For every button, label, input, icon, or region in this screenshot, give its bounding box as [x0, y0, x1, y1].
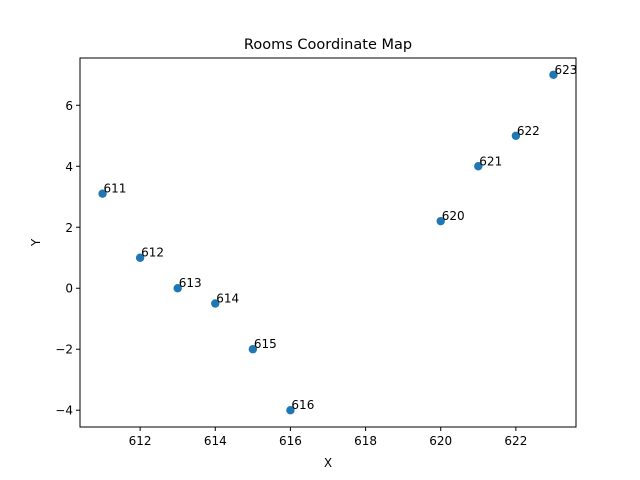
plot-area-frame: [79, 57, 577, 428]
points-layer: 611 612 613 614 615 616 620 621 622 623: [98, 63, 577, 415]
point-label: 611: [104, 182, 127, 196]
x-tick-label: 620: [429, 434, 452, 448]
data-point: [98, 189, 107, 198]
data-point: [549, 70, 558, 79]
data-point: [173, 284, 182, 293]
y-tick-label: −2: [55, 343, 73, 357]
data-point: [248, 345, 258, 354]
chart-title: Rooms Coordinate Map: [244, 37, 412, 53]
x-tick-label: 612: [129, 434, 152, 448]
y-tick-label: 6: [65, 99, 73, 113]
data-point: [474, 162, 483, 171]
x-tick-label: 618: [354, 434, 377, 448]
x-tick-label: 614: [204, 434, 227, 448]
point-label: 614: [216, 291, 239, 305]
x-tick-label: 616: [279, 434, 302, 448]
y-tick-label: 2: [65, 221, 73, 235]
x-axis-label: X: [324, 456, 332, 470]
point-label: 612: [141, 246, 164, 260]
ticks-layer: 612 614 616 618 620 622 −4 −2 0 2 4 6: [55, 99, 527, 448]
point-label: 615: [254, 337, 277, 351]
data-point: [511, 131, 521, 140]
point-label: 621: [479, 154, 502, 168]
data-point: [436, 216, 445, 226]
point-label: 622: [517, 124, 540, 138]
point-label: 616: [291, 398, 314, 412]
y-tick-label: 0: [65, 282, 73, 296]
y-axis-label: Y: [29, 238, 43, 247]
point-label: 613: [179, 276, 202, 290]
x-tick-label: 622: [504, 434, 527, 448]
data-point: [286, 406, 295, 415]
data-point: [135, 253, 145, 262]
data-point: [211, 299, 220, 308]
y-tick-label: 4: [65, 160, 73, 174]
y-tick-label: −4: [55, 404, 73, 418]
point-label: 623: [554, 63, 577, 77]
point-label: 620: [442, 209, 465, 223]
